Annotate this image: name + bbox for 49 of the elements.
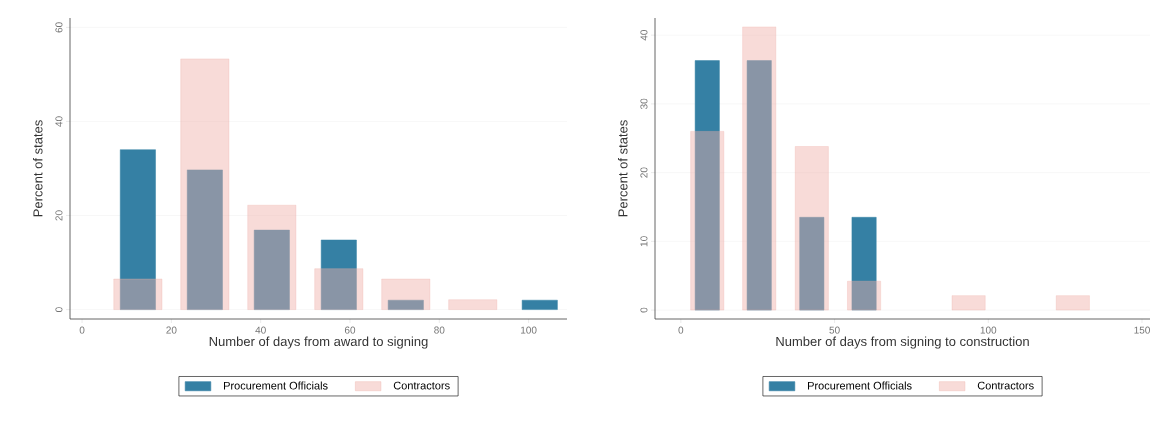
x-tick-label: 40 bbox=[255, 326, 266, 334]
bar bbox=[119, 149, 156, 310]
x-tick-label: 80 bbox=[434, 326, 445, 334]
bar bbox=[742, 26, 777, 311]
bar bbox=[253, 229, 290, 310]
legend-label: Procurement Officials bbox=[224, 381, 328, 390]
bar bbox=[387, 299, 424, 310]
y-tick-label: 0 bbox=[55, 307, 63, 312]
bar bbox=[247, 204, 297, 310]
bar bbox=[694, 60, 720, 311]
bar bbox=[847, 280, 881, 311]
bar bbox=[314, 268, 364, 310]
bar bbox=[186, 169, 223, 310]
bar bbox=[746, 60, 772, 311]
bar bbox=[113, 278, 163, 310]
x-tick-label: 100 bbox=[980, 326, 997, 334]
y-tick-label: 30 bbox=[640, 98, 648, 110]
x-axis-title: Number of days from signing to construction bbox=[776, 336, 1029, 349]
x-axis-title: Number of days from award to signing bbox=[209, 336, 428, 349]
bar bbox=[448, 299, 498, 310]
bar bbox=[799, 217, 825, 311]
y-tick-label: 10 bbox=[640, 236, 648, 247]
bar bbox=[951, 295, 986, 311]
bar bbox=[381, 278, 431, 310]
y-tick-label: 40 bbox=[640, 30, 648, 41]
x-tick-label: 150 bbox=[1134, 326, 1150, 334]
x-tick-label: 0 bbox=[678, 326, 684, 334]
y-axis-title: Percent of states bbox=[617, 120, 628, 217]
x-tick-label: 60 bbox=[344, 326, 356, 334]
bar bbox=[180, 58, 230, 310]
x-tick-label: 50 bbox=[829, 326, 840, 334]
legend-label: Contractors bbox=[393, 381, 450, 390]
x-tick-label: 100 bbox=[521, 326, 537, 334]
legend-label: Contractors bbox=[977, 381, 1034, 390]
bar bbox=[851, 217, 877, 311]
bar bbox=[521, 299, 558, 310]
y-axis-title: Percent of states bbox=[32, 120, 43, 217]
x-tick-label: 20 bbox=[166, 326, 177, 334]
y-tick-label: 60 bbox=[55, 22, 63, 33]
bar bbox=[1055, 295, 1090, 311]
x-tick-label: 0 bbox=[79, 326, 85, 334]
bar bbox=[320, 239, 357, 310]
y-tick-label: 40 bbox=[55, 116, 63, 127]
bar bbox=[690, 131, 725, 311]
y-tick-label: 20 bbox=[640, 167, 648, 178]
y-tick-label: 20 bbox=[55, 210, 63, 221]
bar bbox=[794, 146, 829, 311]
y-tick-label: 0 bbox=[640, 307, 648, 313]
legend-label: Procurement Officials bbox=[808, 381, 912, 390]
